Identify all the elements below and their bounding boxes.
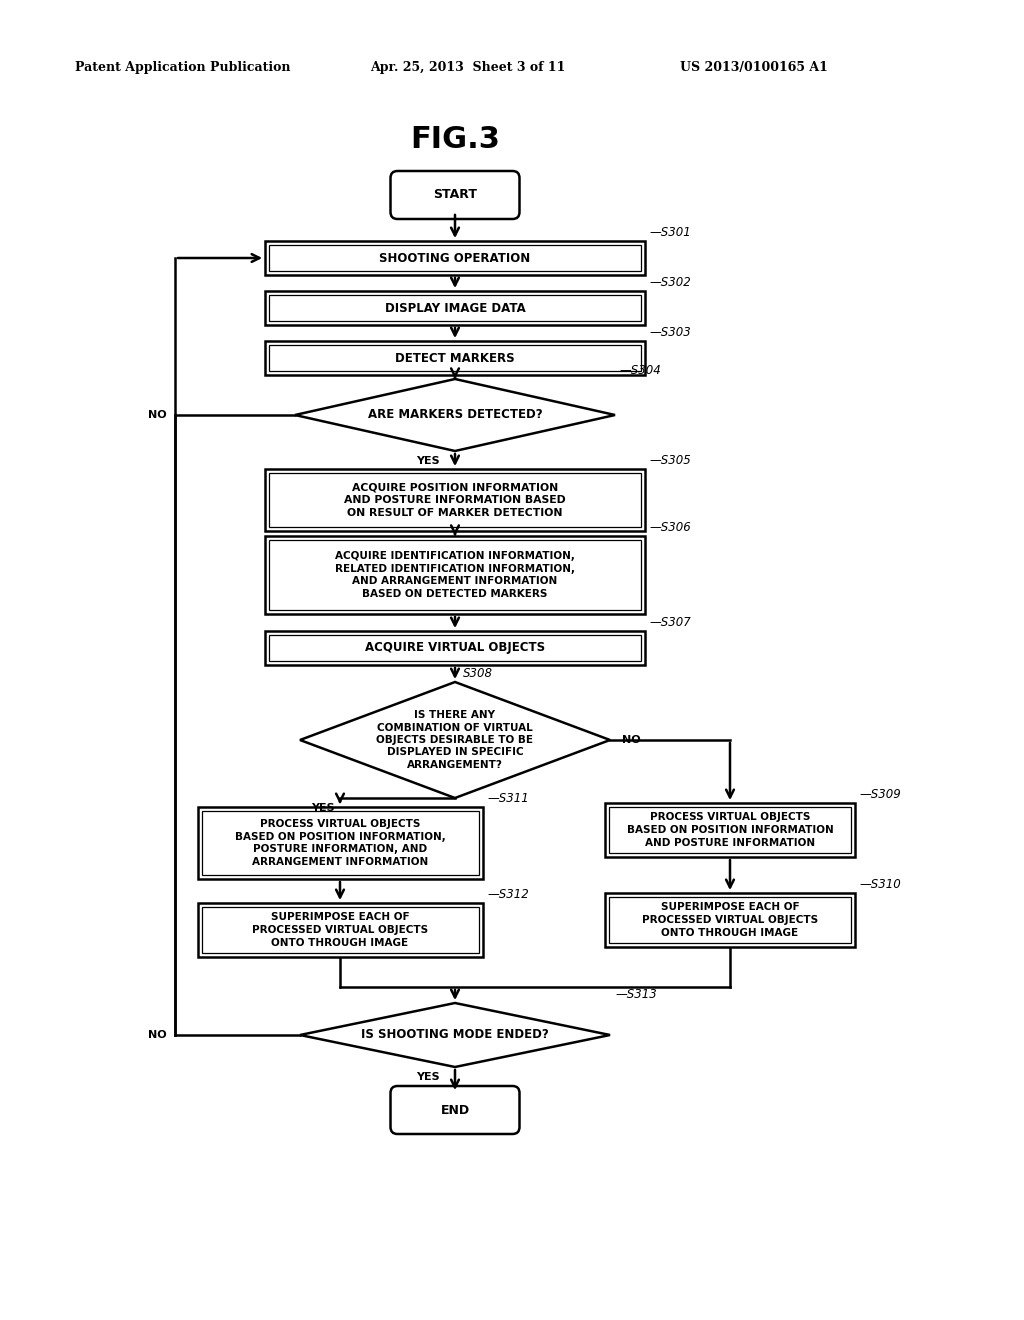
Bar: [609, 898, 851, 942]
Polygon shape: [295, 379, 615, 451]
Text: US 2013/0100165 A1: US 2013/0100165 A1: [680, 62, 827, 74]
Text: NO: NO: [622, 735, 641, 744]
Bar: [269, 345, 641, 371]
Text: Apr. 25, 2013  Sheet 3 of 11: Apr. 25, 2013 Sheet 3 of 11: [370, 62, 565, 74]
Bar: [265, 341, 645, 375]
Text: END: END: [440, 1104, 470, 1117]
Text: —S310: —S310: [860, 878, 902, 891]
Text: —S309: —S309: [860, 788, 902, 801]
Bar: [202, 907, 478, 953]
Text: YES: YES: [417, 455, 440, 466]
Text: SHOOTING OPERATION: SHOOTING OPERATION: [379, 252, 530, 264]
Bar: [265, 469, 645, 531]
Bar: [269, 540, 641, 610]
FancyBboxPatch shape: [390, 1086, 519, 1134]
Text: ACQUIRE VIRTUAL OBJECTS: ACQUIRE VIRTUAL OBJECTS: [365, 642, 545, 655]
Text: —S304: —S304: [620, 364, 662, 378]
Text: ACQUIRE IDENTIFICATION INFORMATION,
RELATED IDENTIFICATION INFORMATION,
AND ARRA: ACQUIRE IDENTIFICATION INFORMATION, RELA…: [335, 550, 575, 599]
Text: Patent Application Publication: Patent Application Publication: [75, 62, 291, 74]
Bar: [605, 803, 855, 857]
Polygon shape: [300, 1003, 610, 1067]
Text: DISPLAY IMAGE DATA: DISPLAY IMAGE DATA: [385, 301, 525, 314]
Text: START: START: [433, 189, 477, 202]
Text: YES: YES: [311, 803, 335, 813]
Text: FIG.3: FIG.3: [410, 125, 500, 154]
Bar: [198, 807, 482, 879]
Text: ARE MARKERS DETECTED?: ARE MARKERS DETECTED?: [368, 408, 543, 421]
Text: DETECT MARKERS: DETECT MARKERS: [395, 351, 515, 364]
Text: —S306: —S306: [650, 521, 692, 535]
Text: NO: NO: [148, 411, 167, 420]
Text: YES: YES: [417, 1072, 440, 1082]
Text: PROCESS VIRTUAL OBJECTS
BASED ON POSITION INFORMATION
AND POSTURE INFORMATION: PROCESS VIRTUAL OBJECTS BASED ON POSITIO…: [627, 812, 834, 847]
Text: —S307: —S307: [650, 616, 692, 630]
Bar: [269, 294, 641, 321]
Bar: [609, 807, 851, 853]
Bar: [202, 810, 478, 875]
Text: IS SHOOTING MODE ENDED?: IS SHOOTING MODE ENDED?: [361, 1028, 549, 1041]
Bar: [265, 536, 645, 614]
Text: NO: NO: [148, 1030, 167, 1040]
Text: IS THERE ANY
COMBINATION OF VIRTUAL
OBJECTS DESIRABLE TO BE
DISPLAYED IN SPECIFI: IS THERE ANY COMBINATION OF VIRTUAL OBJE…: [377, 710, 534, 770]
FancyBboxPatch shape: [390, 172, 519, 219]
Text: —S305: —S305: [650, 454, 692, 467]
Text: SUPERIMPOSE EACH OF
PROCESSED VIRTUAL OBJECTS
ONTO THROUGH IMAGE: SUPERIMPOSE EACH OF PROCESSED VIRTUAL OB…: [252, 912, 428, 948]
Text: S308: S308: [463, 667, 493, 680]
Polygon shape: [300, 682, 610, 799]
Text: —S302: —S302: [650, 276, 692, 289]
Bar: [265, 242, 645, 275]
Bar: [265, 290, 645, 325]
Bar: [605, 894, 855, 946]
Bar: [269, 246, 641, 271]
Text: —S312: —S312: [487, 888, 529, 902]
Bar: [265, 631, 645, 665]
Text: PROCESS VIRTUAL OBJECTS
BASED ON POSITION INFORMATION,
POSTURE INFORMATION, AND
: PROCESS VIRTUAL OBJECTS BASED ON POSITIO…: [234, 818, 445, 867]
Bar: [198, 903, 482, 957]
Bar: [269, 635, 641, 661]
Text: —S311: —S311: [487, 792, 529, 805]
Bar: [269, 473, 641, 527]
Text: —S303: —S303: [650, 326, 692, 339]
Text: —S301: —S301: [650, 226, 692, 239]
Text: —S313: —S313: [615, 987, 656, 1001]
Text: SUPERIMPOSE EACH OF
PROCESSED VIRTUAL OBJECTS
ONTO THROUGH IMAGE: SUPERIMPOSE EACH OF PROCESSED VIRTUAL OB…: [642, 902, 818, 937]
Text: ACQUIRE POSITION INFORMATION
AND POSTURE INFORMATION BASED
ON RESULT OF MARKER D: ACQUIRE POSITION INFORMATION AND POSTURE…: [344, 482, 566, 517]
